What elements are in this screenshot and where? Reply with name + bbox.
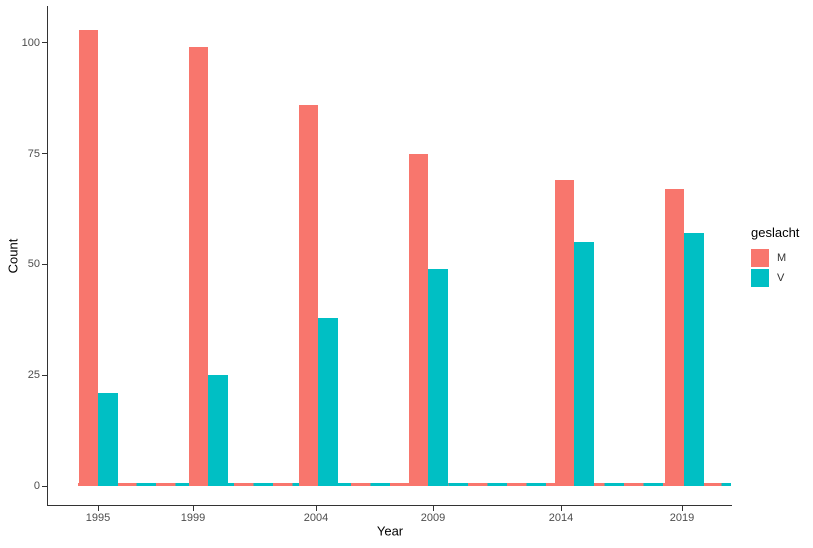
x-axis-line [47, 505, 732, 506]
y-axis-tick [42, 263, 47, 265]
legend-entry-M: M [751, 249, 799, 267]
legend-label-V: V [777, 272, 785, 284]
bar-2014-M [554, 180, 574, 486]
y-tick-label-25: 25 [27, 369, 40, 382]
x-axis-tick [681, 506, 683, 511]
y-axis-tick [42, 374, 47, 376]
x-axis-tick [560, 506, 562, 511]
bar-1995-V [98, 392, 118, 486]
bar-2019-V [684, 233, 704, 486]
x-axis-title: Year [376, 523, 404, 539]
x-tick-label-2014: 2014 [548, 512, 574, 524]
bar-1999-V [208, 375, 228, 486]
y-axis-line [47, 6, 48, 505]
legend-key-swatch-V [751, 269, 769, 287]
x-axis-tick [432, 506, 434, 511]
bar-2004-M [298, 104, 318, 486]
bar-2019-M [664, 189, 684, 486]
y-axis-tick [42, 485, 47, 487]
legend-entry-V: V [751, 269, 799, 287]
legend-title: geslacht [751, 225, 800, 240]
x-tick-label-2009: 2009 [420, 512, 446, 524]
x-tick-label-2004: 2004 [303, 512, 329, 524]
legend-key-swatch-M [751, 249, 769, 267]
y-tick-label-100: 100 [21, 36, 40, 49]
y-axis-title: Count [5, 238, 21, 274]
y-axis-tick [42, 42, 47, 44]
bar-1995-M [78, 29, 98, 486]
y-axis-tick [42, 153, 47, 155]
x-axis-tick [97, 506, 99, 511]
y-tick-label-0: 0 [33, 480, 40, 492]
y-tick-label-75: 75 [27, 147, 40, 160]
x-axis-tick [315, 506, 317, 511]
bar-2009-M [408, 153, 428, 486]
x-tick-label-2019: 2019 [669, 512, 695, 524]
legend-label-M: M [777, 252, 787, 264]
bar-2009-V [428, 268, 448, 486]
zero-height-bars-baseline [78, 483, 731, 486]
y-tick-label-50: 50 [27, 258, 40, 271]
bar-2014-V [574, 242, 594, 486]
x-axis-tick [192, 506, 194, 511]
x-tick-label-1995: 1995 [85, 512, 111, 524]
x-tick-label-1999: 1999 [180, 512, 206, 524]
bar-2004-V [318, 317, 338, 486]
bar-1999-M [188, 47, 208, 486]
